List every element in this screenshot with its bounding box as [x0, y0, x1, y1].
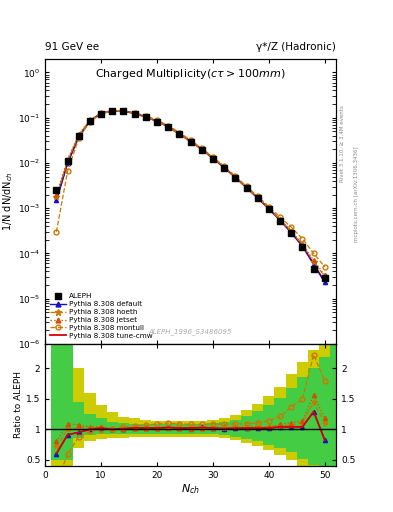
- Y-axis label: Ratio to ALEPH: Ratio to ALEPH: [14, 371, 23, 438]
- Bar: [118, 417, 129, 438]
- Bar: [129, 424, 140, 434]
- Bar: [263, 405, 274, 444]
- Bar: [185, 424, 196, 434]
- Bar: [208, 419, 219, 437]
- Bar: [118, 423, 129, 434]
- Bar: [241, 416, 252, 439]
- Bar: [286, 388, 297, 453]
- Y-axis label: 1/N dN/dN$_{ch}$: 1/N dN/dN$_{ch}$: [1, 172, 15, 231]
- Bar: [274, 387, 286, 455]
- Bar: [219, 418, 230, 438]
- Bar: [252, 403, 263, 446]
- Bar: [219, 422, 230, 435]
- Bar: [297, 362, 308, 466]
- Bar: [196, 421, 208, 437]
- Bar: [62, 338, 73, 473]
- Bar: [129, 418, 140, 437]
- Bar: [107, 412, 118, 438]
- Bar: [140, 424, 151, 434]
- Bar: [274, 397, 286, 447]
- Text: mcplots.cern.ch [arXiv:1306.3436]: mcplots.cern.ch [arXiv:1306.3436]: [354, 147, 359, 242]
- Bar: [230, 419, 241, 437]
- Bar: [297, 377, 308, 459]
- Bar: [151, 424, 163, 434]
- Bar: [107, 422, 118, 434]
- Bar: [319, 339, 331, 477]
- Bar: [174, 424, 185, 434]
- Bar: [308, 350, 319, 472]
- Bar: [196, 424, 208, 434]
- Text: Charged Multiplicity$(c\tau > 100mm)$: Charged Multiplicity$(c\tau > 100mm)$: [95, 68, 286, 81]
- Bar: [73, 402, 84, 438]
- Text: Rivet 3.1.10, ≥ 3.4M events: Rivet 3.1.10, ≥ 3.4M events: [340, 105, 345, 182]
- Bar: [319, 357, 331, 469]
- Bar: [151, 421, 163, 437]
- Bar: [51, 338, 62, 473]
- Bar: [185, 421, 196, 437]
- Legend: ALEPH, Pythia 8.308 default, Pythia 8.308 hoeth, Pythia 8.308 jetset, Pythia 8.3: ALEPH, Pythia 8.308 default, Pythia 8.30…: [49, 292, 154, 340]
- Bar: [51, 338, 62, 460]
- Text: ALEPH_1996_S3486095: ALEPH_1996_S3486095: [149, 329, 232, 335]
- Bar: [73, 368, 84, 447]
- Bar: [163, 424, 174, 434]
- Bar: [95, 418, 107, 434]
- Bar: [286, 374, 297, 460]
- Bar: [140, 419, 151, 437]
- Bar: [331, 344, 342, 473]
- Bar: [230, 415, 241, 440]
- Bar: [241, 410, 252, 443]
- Bar: [95, 405, 107, 439]
- Bar: [252, 411, 263, 441]
- Bar: [331, 338, 342, 481]
- Bar: [62, 338, 73, 460]
- Bar: [84, 393, 95, 441]
- Text: 91 GeV ee: 91 GeV ee: [45, 42, 99, 52]
- Bar: [163, 421, 174, 437]
- Text: γ*/Z (Hadronic): γ*/Z (Hadronic): [256, 42, 336, 52]
- Bar: [263, 396, 274, 450]
- Bar: [208, 423, 219, 434]
- Bar: [84, 414, 95, 435]
- Bar: [308, 368, 319, 465]
- X-axis label: $N_{ch}$: $N_{ch}$: [181, 482, 200, 496]
- Bar: [174, 421, 185, 437]
